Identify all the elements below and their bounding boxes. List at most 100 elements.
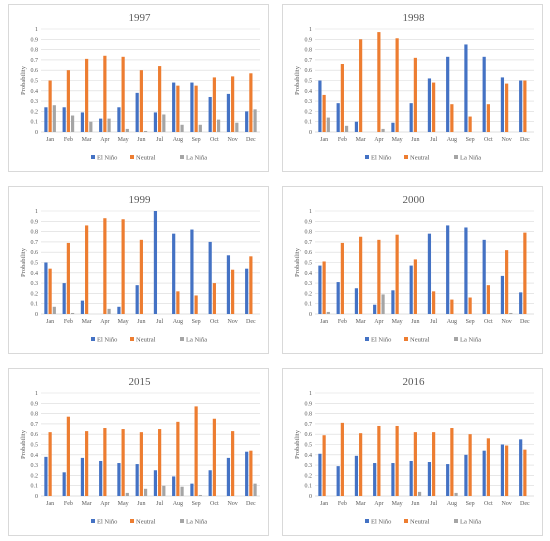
bar-la-nina-jun: [143, 130, 148, 132]
y-tick-label: 0.8: [305, 230, 313, 236]
bar-el-nino-jul: [427, 78, 432, 132]
y-tick-label: 0.9: [305, 219, 313, 225]
bar-neutral-aug: [450, 299, 454, 314]
bar-neutral-jun: [413, 259, 417, 314]
bar-la-nina-dec: [253, 483, 257, 496]
bar-el-nino-apr: [99, 460, 103, 496]
legend-label-neutral: Neutral: [410, 155, 430, 162]
y-tick-label: 0.5: [305, 261, 313, 267]
bar-la-nina-apr: [107, 118, 111, 132]
chart-svg: 2000 0 0.1 0.2 0.3 0.4 0.5 0.6 0.7 0.8 0.9 1 Probabi…: [294, 194, 534, 344]
bar-la-nina-feb: [344, 125, 349, 132]
y-tick-label: 0.5: [31, 79, 39, 85]
bar-el-nino-may: [117, 107, 121, 132]
bar-neutral-feb: [66, 242, 70, 314]
x-tick-label: Jan: [46, 501, 54, 507]
x-tick-label: Sep: [192, 319, 201, 325]
y-tick-label: 0.1: [305, 302, 313, 308]
y-tick-label: 1: [309, 209, 312, 215]
x-tick-label: Feb: [64, 319, 73, 325]
bar-neutral-mar: [359, 433, 363, 496]
bar-el-nino-jun: [409, 460, 413, 496]
y-axis-label: Probability: [20, 429, 27, 459]
legend-swatch-la-nina: [180, 337, 184, 341]
x-tick-label: Dec: [246, 501, 256, 507]
bar-el-nino-may: [117, 463, 121, 496]
y-tick-label: 0: [35, 312, 38, 318]
bar-el-nino-jul: [427, 462, 432, 496]
legend-swatch-el-nino: [91, 155, 95, 159]
y-tick-label: 0.7: [305, 58, 313, 64]
y-tick-label: 0.4: [31, 453, 39, 459]
legend-label-neutral: Neutral: [410, 337, 430, 344]
bar-el-nino-may: [117, 306, 121, 314]
y-tick-label: 0.8: [31, 412, 39, 418]
legend-swatch-el-nino: [365, 519, 369, 523]
chart-title: 1997: [129, 12, 152, 24]
y-tick-label: 0.8: [305, 412, 313, 418]
y-tick-label: 0.2: [31, 109, 39, 115]
bar-el-nino-dec: [519, 439, 523, 496]
x-tick-label: Aug: [173, 501, 183, 507]
bar-el-nino-dec: [245, 111, 249, 132]
x-tick-label: Dec: [520, 137, 530, 143]
x-tick-label: Oct: [484, 137, 493, 143]
bar-la-nina-jan: [52, 105, 56, 132]
chart-panel-2015: 2015 0 0.1 0.2 0.3 0.4 0.5 0.6 0.7 0.8 0.9 1 Probabi…: [8, 368, 269, 536]
x-tick-label: Nov: [227, 137, 237, 143]
bar-el-nino-jan: [44, 456, 48, 496]
bar-el-nino-jan: [318, 80, 322, 132]
bar-el-nino-sep: [190, 82, 194, 132]
bar-neutral-feb: [66, 70, 70, 132]
x-tick-label: Dec: [246, 137, 256, 143]
bar-el-nino-jul: [427, 233, 432, 314]
y-tick-label: 0.6: [305, 250, 313, 256]
x-tick-label: Jul: [430, 501, 437, 507]
bar-neutral-may: [121, 56, 125, 133]
bar-la-nina-aug: [180, 124, 184, 132]
chart-svg: 1999 0 0.1 0.2 0.3 0.4 0.5 0.6 0.7 0.8 0.9 1 Probabi…: [20, 194, 260, 344]
legend-label-el-nino: El Niño: [97, 519, 117, 526]
x-tick-label: Feb: [338, 137, 347, 143]
x-tick-label: Aug: [173, 137, 183, 143]
bar-neutral-aug: [176, 85, 180, 132]
bar-neutral-jun: [413, 57, 417, 133]
y-tick-label: 0.1: [305, 484, 313, 490]
x-tick-label: Dec: [246, 319, 256, 325]
x-tick-label: May: [118, 137, 129, 143]
bar-neutral-sep: [468, 116, 472, 132]
bar-el-nino-oct: [208, 241, 212, 314]
bar-neutral-jan: [48, 268, 52, 314]
legend-swatch-la-nina: [180, 519, 184, 523]
bar-neutral-apr: [377, 32, 381, 133]
bar-neutral-may: [121, 429, 125, 496]
bar-neutral-nov: [231, 76, 235, 132]
bar-neutral-apr: [103, 428, 107, 496]
bar-neutral-sep: [468, 434, 472, 496]
x-tick-label: Dec: [520, 501, 530, 507]
bar-el-nino-nov: [500, 444, 505, 496]
legend-swatch-la-nina: [180, 155, 184, 159]
bar-neutral-apr: [377, 239, 381, 314]
bar-el-nino-jan: [44, 107, 48, 132]
y-tick-label: 0.9: [305, 37, 313, 43]
x-tick-label: Jul: [430, 137, 437, 143]
bar-el-nino-jun: [135, 285, 139, 314]
chart-svg: 2015 0 0.1 0.2 0.3 0.4 0.5 0.6 0.7 0.8 0.9 1 Probabi…: [20, 376, 260, 526]
chart-panel-1997: 1997 0 0.1 0.2 0.3 0.4 0.5 0.6 0.7 0.8 0.9 1 Probabi…: [8, 4, 269, 172]
bar-neutral-jun: [139, 432, 143, 496]
bar-el-nino-mar: [80, 457, 85, 496]
y-axis-label: Probability: [294, 247, 301, 277]
chart-svg: 1998 0 0.1 0.2 0.3 0.4 0.5 0.6 0.7 0.8 0.9 1 Probabi…: [294, 12, 534, 162]
x-tick-label: Sep: [466, 137, 475, 143]
legend-label-la-nina: La Niña: [186, 155, 207, 162]
bar-el-nino-aug: [172, 233, 176, 314]
bar-neutral-dec: [523, 232, 527, 314]
x-tick-label: Jun: [137, 137, 145, 143]
y-tick-label: 1: [309, 391, 312, 397]
chart-title: 2015: [129, 376, 152, 388]
bar-neutral-mar: [85, 58, 89, 133]
x-tick-label: Mar: [82, 319, 92, 325]
bar-el-nino-may: [391, 463, 395, 496]
y-tick-label: 0.9: [31, 219, 39, 225]
